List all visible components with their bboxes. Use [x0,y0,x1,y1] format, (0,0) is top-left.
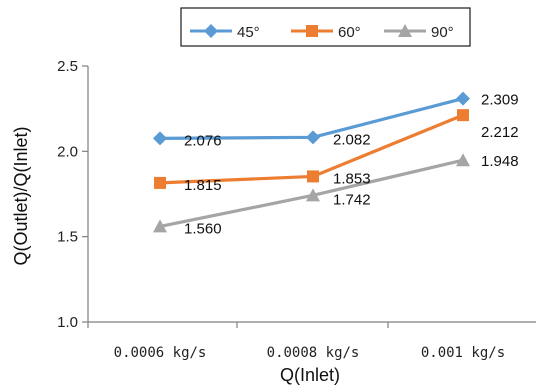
data-point [153,131,167,146]
y-tick-label: 2.0 [57,143,78,160]
legend-item: 60° [291,24,361,41]
y-tick-label: 1.5 [57,229,78,246]
legend-item: 90° [384,24,454,41]
legend: 45° 60° 90° [180,7,471,47]
data-label: 1.742 [333,191,371,208]
y-tick-label: 2.5 [57,58,78,75]
data-label: 1.560 [184,220,222,237]
axes: 1.0 1.5 2.0 2.5 0.0006 kg/s 0.0008 kg/s 0.001 … [57,58,536,361]
series-1 [154,109,469,189]
series [153,91,470,233]
data-point [456,91,470,106]
data-point [153,219,167,233]
data-point [154,176,166,189]
data-label: 2.076 [184,132,222,149]
legend-marker [306,25,318,37]
data-point [306,130,320,145]
legend-label: 60° [338,24,361,41]
x-tick-label: 0.0006 kg/s [114,345,207,361]
data-label: 2.212 [481,124,519,141]
series-0 [153,91,470,146]
y-axis-title: Q(Outlet)/Q(Inlet) [11,126,31,265]
legend-box [180,7,471,47]
y-tick-label: 1.0 [57,314,78,331]
x-tick-label: 0.001 kg/s [421,345,505,361]
legend-label: 45° [237,24,260,41]
data-point [307,170,319,183]
legend-marker [204,24,218,38]
data-labels: 2.076 2.082 2.309 1.815 1.853 2.212 1.560 1.742… [184,92,519,238]
data-point [456,153,470,167]
data-label: 2.309 [481,92,519,109]
legend-item: 45° [190,24,260,41]
legend-marker [398,24,412,37]
series-2 [153,153,470,233]
data-label: 1.853 [333,170,371,187]
data-point [457,109,469,122]
data-point [306,188,320,202]
data-label: 1.948 [481,153,519,170]
x-tick-label: 0.0008 kg/s [267,345,360,361]
x-axis-title: Q(Inlet) [280,365,340,385]
data-label: 1.815 [184,177,222,194]
data-label: 2.082 [333,131,371,148]
legend-label: 90° [431,24,454,41]
